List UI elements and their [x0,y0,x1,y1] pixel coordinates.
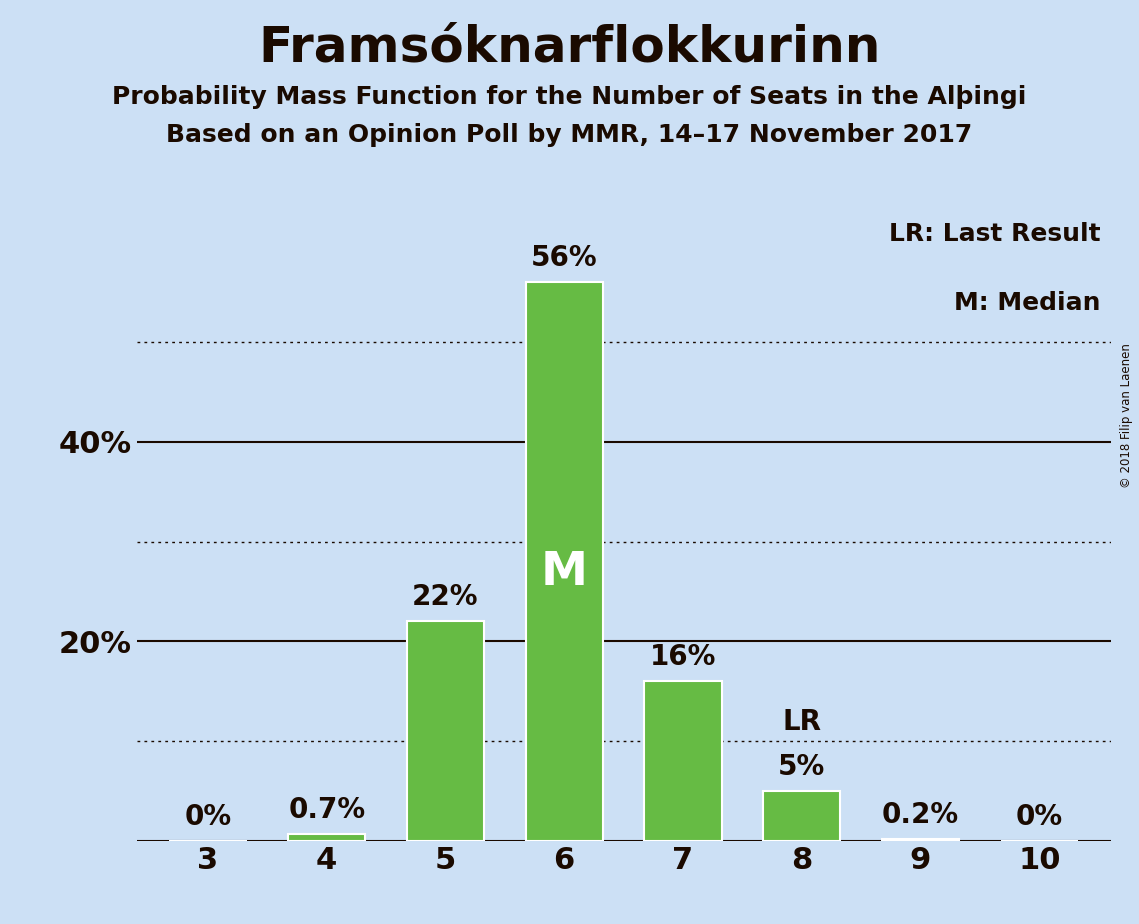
Text: 5%: 5% [778,753,826,781]
Text: 56%: 56% [531,244,598,273]
Text: LR: Last Result: LR: Last Result [890,222,1100,246]
Text: 0.2%: 0.2% [882,801,959,829]
Bar [288,833,366,841]
Text: © 2018 Filip van Laenen: © 2018 Filip van Laenen [1121,344,1133,488]
Text: Framsóknarflokkurinn: Framsóknarflokkurinn [259,23,880,71]
Text: 22%: 22% [412,583,478,612]
Bar [525,283,603,841]
Text: 0.7%: 0.7% [288,796,366,824]
Text: M: M [541,551,588,595]
Text: 0%: 0% [1016,803,1063,831]
Text: 0%: 0% [185,803,231,831]
Text: Based on an Opinion Poll by MMR, 14–17 November 2017: Based on an Opinion Poll by MMR, 14–17 N… [166,123,973,147]
Bar [882,839,959,841]
Text: M: Median: M: Median [954,291,1100,315]
Text: 16%: 16% [649,643,716,672]
Bar [763,791,841,841]
Bar [407,622,484,841]
Text: LR: LR [782,708,821,736]
Text: Probability Mass Function for the Number of Seats in the Alþingi: Probability Mass Function for the Number… [113,85,1026,109]
Bar [645,681,722,841]
